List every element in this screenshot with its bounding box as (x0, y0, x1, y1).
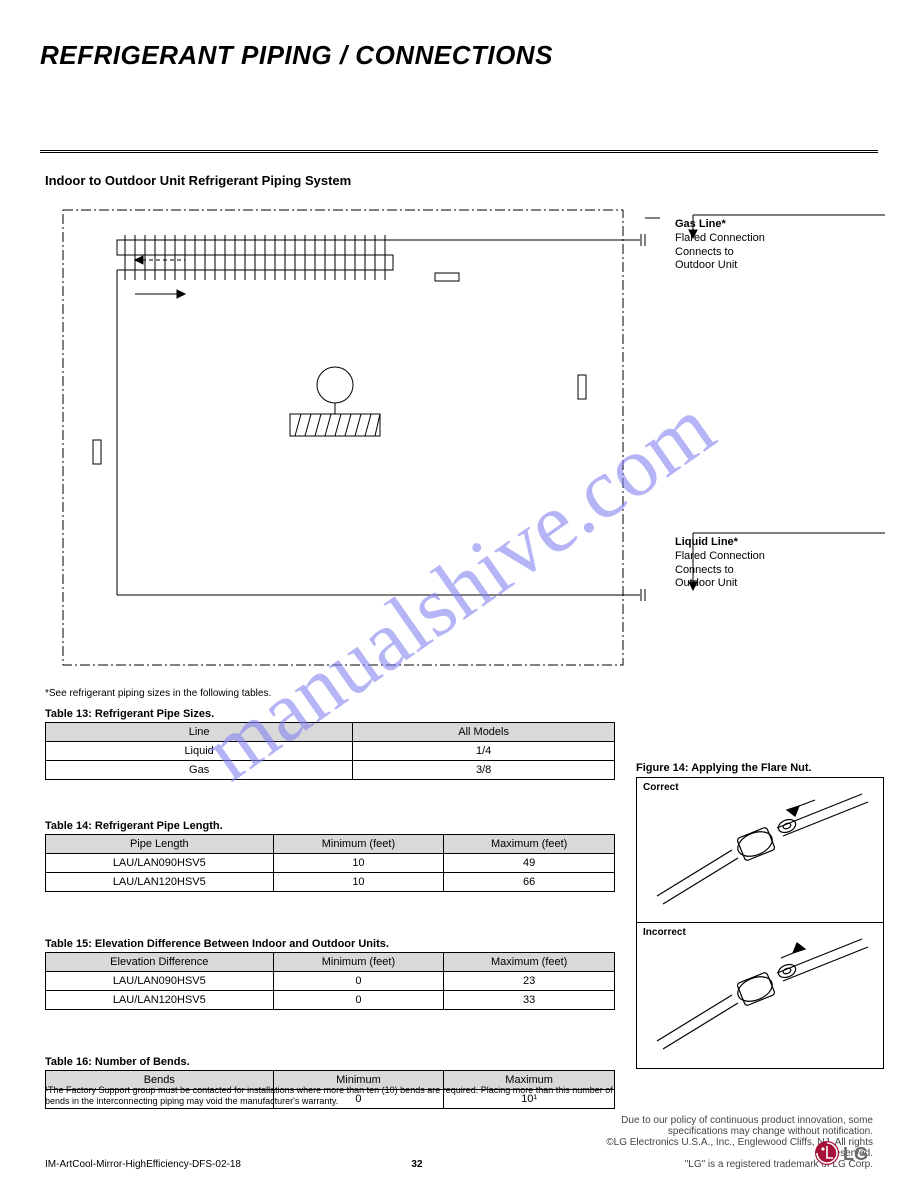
doc-id: IM-ArtCool-Mirror-HighEfficiency-DFS-02-… (45, 1159, 241, 1170)
page-number: 32 (411, 1159, 422, 1170)
piping-diagram (45, 200, 660, 680)
gas-line-label: Gas Line* Flared Connection Connects to … (675, 218, 885, 273)
diagram-footnote: *See refrigerant piping sizes in the fol… (45, 688, 271, 699)
page-footer: ¹The Factory Support group must be conta… (45, 1085, 873, 1170)
table-pipe-sizes: Table 13: Refrigerant Pipe Sizes. LineAl… (45, 708, 615, 780)
lg-logo: LG (813, 1139, 873, 1170)
page-title: REFRIGERANT PIPING / CONNECTIONS (40, 40, 878, 71)
gas-line-title: Gas Line* (675, 218, 885, 232)
footnote-1: ¹The Factory Support group must be conta… (45, 1085, 635, 1107)
svg-text:LG: LG (843, 1144, 868, 1164)
figure-panel-incorrect: Incorrect (637, 923, 883, 1068)
figure-flare-nut: Figure 14: Applying the Flare Nut. Corre… (636, 762, 884, 1069)
page-header: REFRIGERANT PIPING / CONNECTIONS (40, 40, 878, 71)
table-elev-diff: Table 15: Elevation Difference Between I… (45, 938, 615, 1010)
liquid-line-title: Liquid Line* (675, 536, 885, 550)
figure-panel-correct: Correct (637, 778, 883, 923)
liquid-line-label: Liquid Line* Flared Connection Connects … (675, 536, 885, 591)
header-rule (40, 150, 878, 153)
section-heading: Indoor to Outdoor Unit Refrigerant Pipin… (45, 173, 351, 188)
table-pipe-length: Table 14: Refrigerant Pipe Length. Pipe … (45, 820, 615, 892)
